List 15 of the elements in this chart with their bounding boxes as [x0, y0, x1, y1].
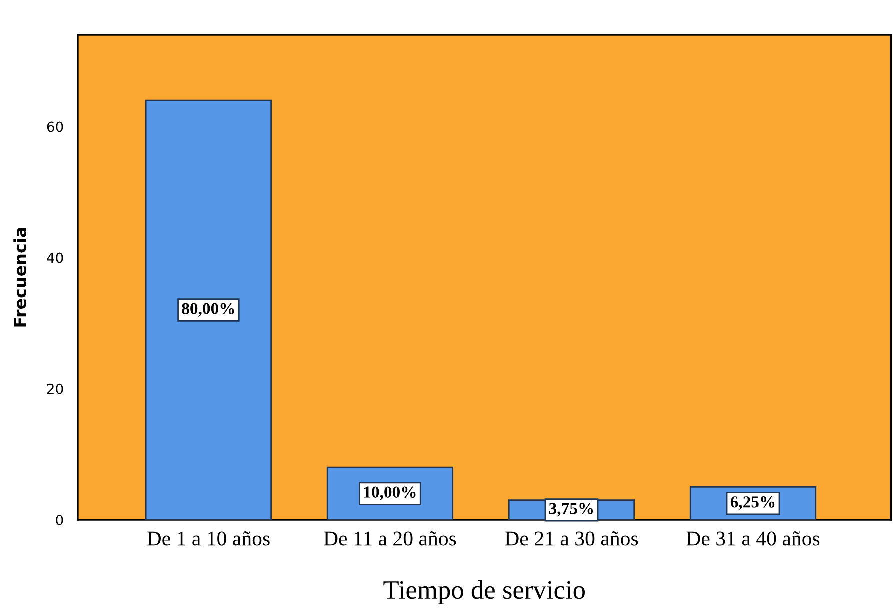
annotation: 3,75%	[549, 503, 594, 517]
annotation: 80,00%	[182, 303, 234, 317]
x-tick-label: De 11 a 20 años	[324, 532, 456, 546]
y-axis-title: Frecuencia	[14, 228, 27, 327]
annotation: 10,00%	[364, 486, 416, 500]
x-tick-label: De 1 a 10 años	[147, 532, 270, 546]
y-tick-label: 0	[56, 514, 64, 526]
y-tick-label: 20	[47, 384, 64, 394]
x-axis-title: Tiempo de servicio	[384, 580, 585, 604]
x-tick-label: De 31 a 40 años	[686, 532, 820, 546]
x-tick-label: De 21 a 30 años	[505, 532, 638, 546]
annotation: 6,25%	[730, 496, 775, 510]
y-tick-label: 60	[47, 122, 64, 132]
bar	[145, 100, 272, 520]
y-tick-label: 40	[47, 252, 64, 264]
